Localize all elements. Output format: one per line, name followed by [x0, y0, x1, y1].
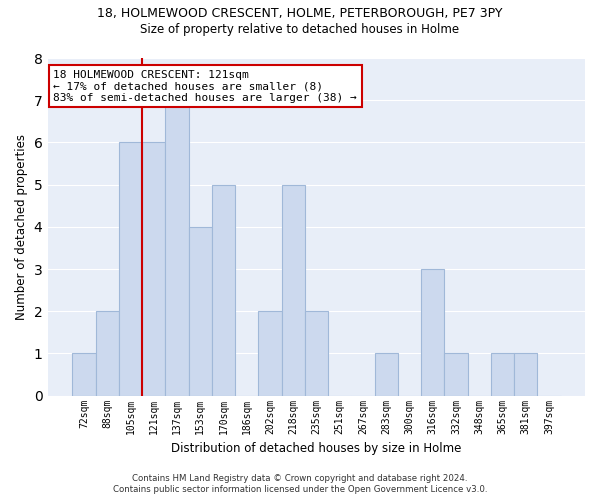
Bar: [259, 311, 281, 396]
Bar: [119, 142, 142, 396]
Text: 18, HOLMEWOOD CRESCENT, HOLME, PETERBOROUGH, PE7 3PY: 18, HOLMEWOOD CRESCENT, HOLME, PETERBORO…: [97, 8, 503, 20]
Bar: [421, 269, 445, 396]
Bar: [305, 311, 328, 396]
Text: Contains HM Land Registry data © Crown copyright and database right 2024.
Contai: Contains HM Land Registry data © Crown c…: [113, 474, 487, 494]
Bar: [374, 354, 398, 396]
Bar: [281, 184, 305, 396]
Bar: [166, 100, 188, 396]
Bar: [95, 311, 119, 396]
Bar: [445, 354, 467, 396]
X-axis label: Distribution of detached houses by size in Holme: Distribution of detached houses by size …: [172, 442, 461, 455]
Bar: [142, 142, 166, 396]
Bar: [491, 354, 514, 396]
Text: 18 HOLMEWOOD CRESCENT: 121sqm
← 17% of detached houses are smaller (8)
83% of se: 18 HOLMEWOOD CRESCENT: 121sqm ← 17% of d…: [53, 70, 357, 103]
Bar: [73, 354, 95, 396]
Bar: [514, 354, 538, 396]
Bar: [212, 184, 235, 396]
Text: Size of property relative to detached houses in Holme: Size of property relative to detached ho…: [140, 22, 460, 36]
Y-axis label: Number of detached properties: Number of detached properties: [15, 134, 28, 320]
Bar: [188, 227, 212, 396]
